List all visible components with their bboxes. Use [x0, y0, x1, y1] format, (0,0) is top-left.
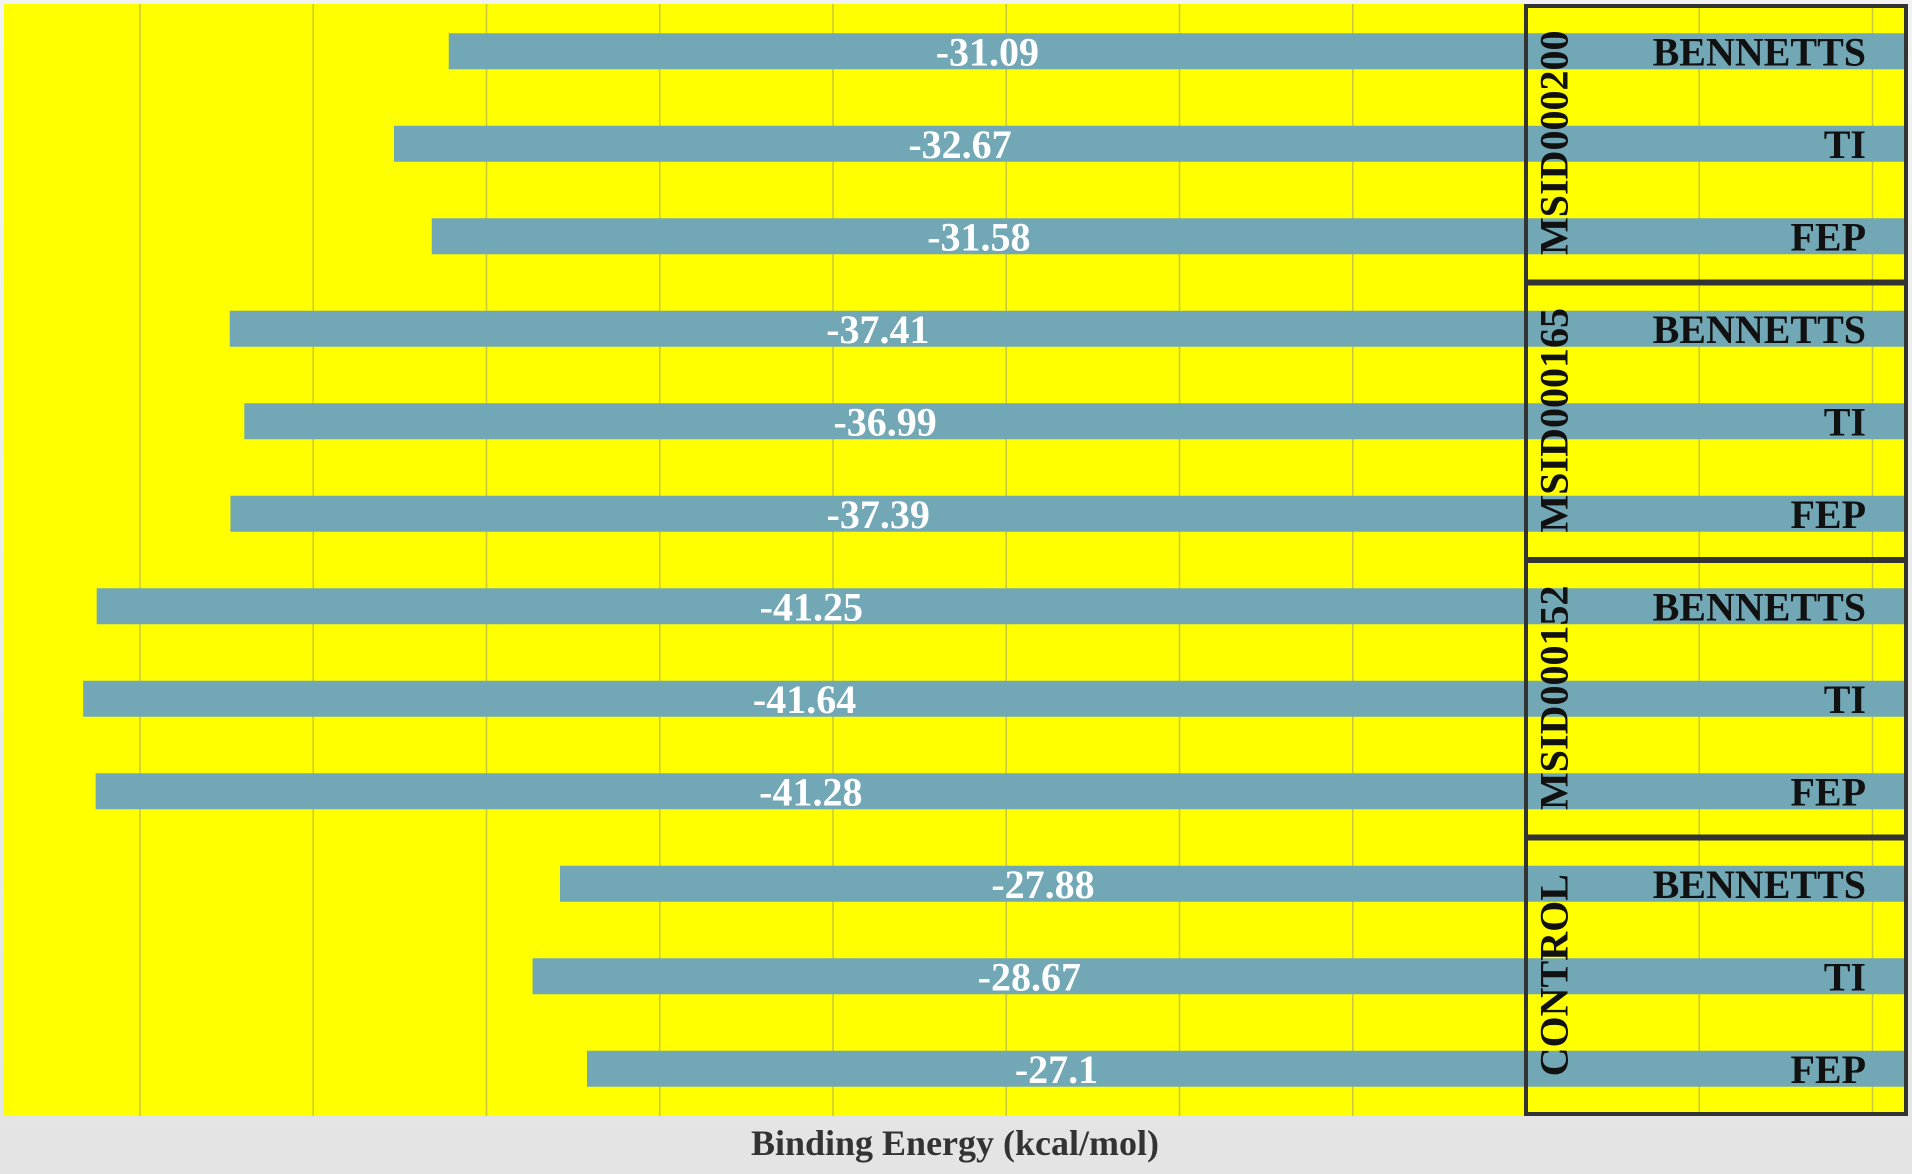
category-label: BENNETTS: [1653, 29, 1866, 74]
group-label: MSID000152: [1532, 586, 1577, 810]
category-label: BENNETTS: [1653, 862, 1866, 907]
bar: [532, 958, 1906, 995]
data-label: -41.28: [759, 769, 862, 814]
data-label: -37.41: [826, 307, 929, 352]
group-label: MSID000165: [1532, 308, 1577, 532]
data-label: -31.09: [936, 29, 1039, 74]
group-box: [1524, 836, 1908, 1116]
category-label: FEP: [1790, 492, 1866, 537]
bar: [96, 588, 1906, 625]
category-label: FEP: [1790, 769, 1866, 814]
data-label: -32.67: [908, 122, 1011, 167]
category-label: BENNETTS: [1653, 307, 1866, 352]
data-label: -36.99: [833, 399, 936, 444]
bar: [230, 495, 1906, 532]
data-label: -37.39: [827, 492, 930, 537]
category-label: TI: [1824, 122, 1866, 167]
data-label: -28.67: [978, 954, 1081, 999]
bar: [431, 218, 1907, 255]
data-label: -41.64: [753, 677, 856, 722]
category-label: FEP: [1790, 214, 1866, 259]
category-label: FEP: [1790, 1047, 1866, 1092]
category-label: TI: [1824, 954, 1866, 999]
bar: [95, 773, 1907, 810]
bar: [559, 865, 1906, 902]
data-label: -27.1: [1015, 1047, 1098, 1092]
bar: [393, 125, 1906, 162]
category-label: TI: [1824, 399, 1866, 444]
bar: [448, 33, 1907, 70]
data-label: -27.88: [991, 862, 1094, 907]
group-label: CONTROL: [1532, 874, 1577, 1076]
bar: [586, 1050, 1906, 1087]
bar: [229, 310, 1906, 347]
bar: [244, 403, 1906, 440]
data-label: -41.25: [760, 584, 863, 629]
data-label: -31.58: [927, 214, 1030, 259]
category-label: TI: [1824, 677, 1866, 722]
category-label: BENNETTS: [1653, 584, 1866, 629]
bar: [83, 680, 1907, 717]
x-axis-label: Binding Energy (kcal/mol): [751, 1123, 1159, 1163]
group-label: MSID000200: [1532, 31, 1577, 255]
